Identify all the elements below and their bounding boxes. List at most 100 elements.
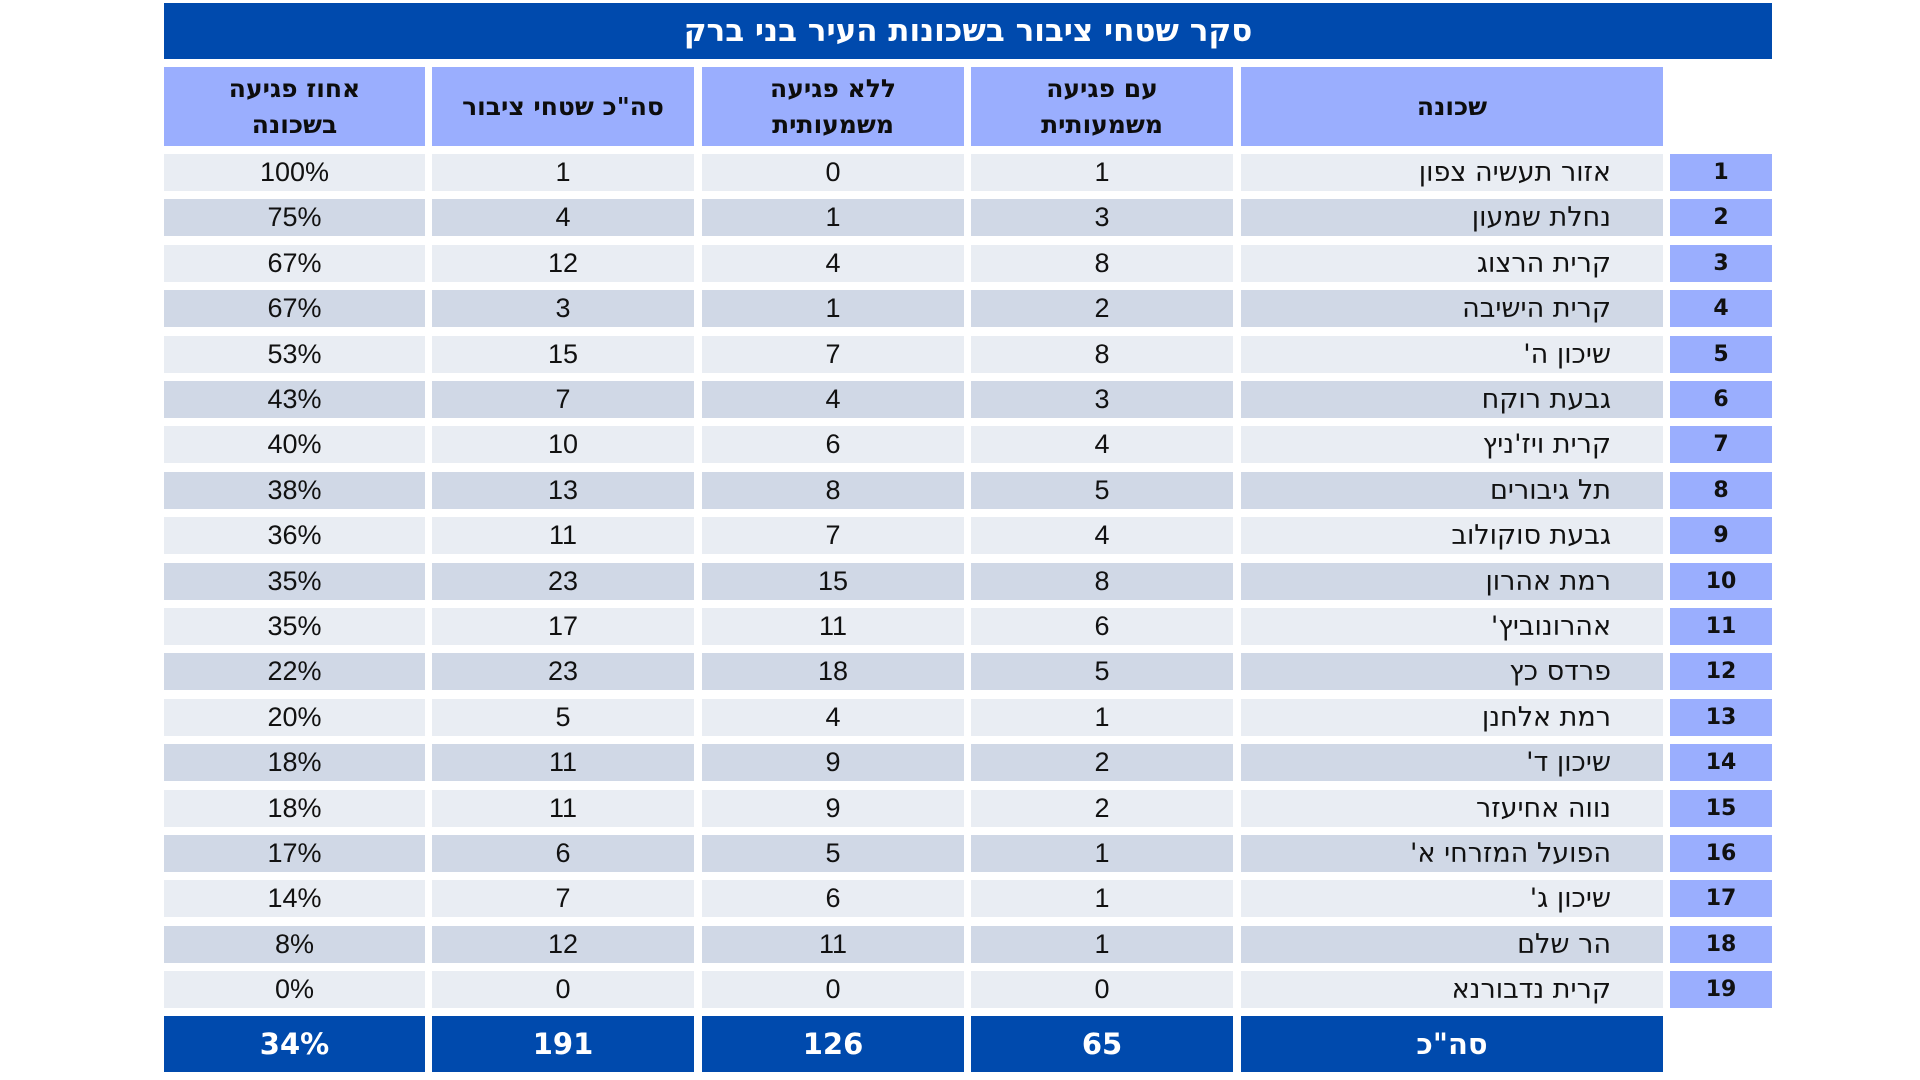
cell-row-number: 13 [1670,699,1772,736]
cell-with-impact: 8 [971,563,1233,600]
cell-row-number: 19 [1670,971,1772,1008]
cell-total-areas: 7 [432,381,694,418]
cell-without-impact: 1 [702,290,964,327]
cell-total-areas: 1 [432,154,694,191]
cell-neighborhood: קרית נדבורנא [1241,971,1663,1008]
cell-total-areas: 5 [432,699,694,736]
cell-without-impact: 9 [702,790,964,827]
cell-total-areas: 0 [432,971,694,1008]
cell-row-number: 5 [1670,336,1772,373]
total-impact-pct: 34% [164,1016,425,1072]
cell-with-impact: 1 [971,926,1233,963]
cell-row-number: 17 [1670,880,1772,917]
cell-with-impact: 0 [971,971,1233,1008]
cell-neighborhood: רמת אלחנן [1241,699,1663,736]
cell-row-number: 4 [1670,290,1772,327]
cell-row-number: 3 [1670,245,1772,282]
cell-neighborhood: תל גיבורים [1241,472,1663,509]
cell-impact-pct: 100% [164,154,425,191]
cell-total-areas: 12 [432,245,694,282]
cell-neighborhood: שיכון ג' [1241,880,1663,917]
cell-impact-pct: 18% [164,744,425,781]
cell-row-number: 8 [1670,472,1772,509]
total-areas: 191 [432,1016,694,1072]
cell-impact-pct: 20% [164,699,425,736]
cell-with-impact: 1 [971,154,1233,191]
total-without-impact: 126 [702,1016,964,1072]
cell-neighborhood: הר שלם [1241,926,1663,963]
cell-row-number: 9 [1670,517,1772,554]
cell-total-areas: 11 [432,517,694,554]
header-total-areas: סה"כ שטחי ציבור [432,67,694,146]
total-label: סה"כ [1241,1016,1663,1072]
header-with-impact: עם פגיעה משמעותית [971,67,1233,146]
cell-with-impact: 5 [971,472,1233,509]
cell-total-areas: 23 [432,653,694,690]
cell-row-number: 15 [1670,790,1772,827]
cell-total-areas: 17 [432,608,694,645]
cell-row-number: 2 [1670,199,1772,236]
cell-total-areas: 15 [432,336,694,373]
cell-with-impact: 2 [971,290,1233,327]
cell-with-impact: 1 [971,880,1233,917]
cell-row-number: 11 [1670,608,1772,645]
cell-with-impact: 1 [971,835,1233,872]
cell-without-impact: 6 [702,426,964,463]
table-title: סקר שטחי ציבור בשכונות העיר בני ברק [164,3,1772,59]
cell-impact-pct: 17% [164,835,425,872]
cell-with-impact: 6 [971,608,1233,645]
cell-neighborhood: גבעת סוקולוב [1241,517,1663,554]
cell-row-number: 10 [1670,563,1772,600]
header-without-impact: ללא פגיעה משמעותית [702,67,964,146]
cell-row-number: 12 [1670,653,1772,690]
cell-impact-pct: 75% [164,199,425,236]
cell-total-areas: 7 [432,880,694,917]
cell-row-number: 1 [1670,154,1772,191]
cell-neighborhood: הפועל המזרחי א' [1241,835,1663,872]
total-with-impact: 65 [971,1016,1233,1072]
cell-impact-pct: 43% [164,381,425,418]
cell-row-number: 16 [1670,835,1772,872]
cell-without-impact: 4 [702,245,964,282]
cell-impact-pct: 0% [164,971,425,1008]
cell-without-impact: 8 [702,472,964,509]
cell-with-impact: 8 [971,336,1233,373]
cell-neighborhood: קרית הרצוג [1241,245,1663,282]
cell-without-impact: 11 [702,926,964,963]
cell-impact-pct: 8% [164,926,425,963]
cell-impact-pct: 36% [164,517,425,554]
cell-impact-pct: 14% [164,880,425,917]
cell-neighborhood: שיכון ה' [1241,336,1663,373]
cell-row-number: 6 [1670,381,1772,418]
cell-with-impact: 3 [971,381,1233,418]
cell-with-impact: 4 [971,426,1233,463]
cell-without-impact: 7 [702,517,964,554]
cell-with-impact: 2 [971,790,1233,827]
cell-neighborhood: שיכון ד' [1241,744,1663,781]
cell-impact-pct: 38% [164,472,425,509]
cell-total-areas: 13 [432,472,694,509]
cell-without-impact: 4 [702,381,964,418]
cell-row-number: 7 [1670,426,1772,463]
cell-without-impact: 5 [702,835,964,872]
cell-with-impact: 2 [971,744,1233,781]
cell-impact-pct: 35% [164,563,425,600]
cell-impact-pct: 35% [164,608,425,645]
cell-neighborhood: גבעת רוקח [1241,381,1663,418]
cell-total-areas: 10 [432,426,694,463]
cell-total-areas: 4 [432,199,694,236]
cell-without-impact: 1 [702,199,964,236]
cell-without-impact: 0 [702,971,964,1008]
cell-row-number: 18 [1670,926,1772,963]
cell-without-impact: 18 [702,653,964,690]
cell-total-areas: 6 [432,835,694,872]
header-neighborhood: שכונה [1241,67,1663,146]
cell-with-impact: 8 [971,245,1233,282]
cell-without-impact: 4 [702,699,964,736]
cell-without-impact: 7 [702,336,964,373]
cell-row-number: 14 [1670,744,1772,781]
cell-without-impact: 0 [702,154,964,191]
cell-impact-pct: 67% [164,290,425,327]
cell-total-areas: 11 [432,744,694,781]
cell-neighborhood: רמת אהרון [1241,563,1663,600]
